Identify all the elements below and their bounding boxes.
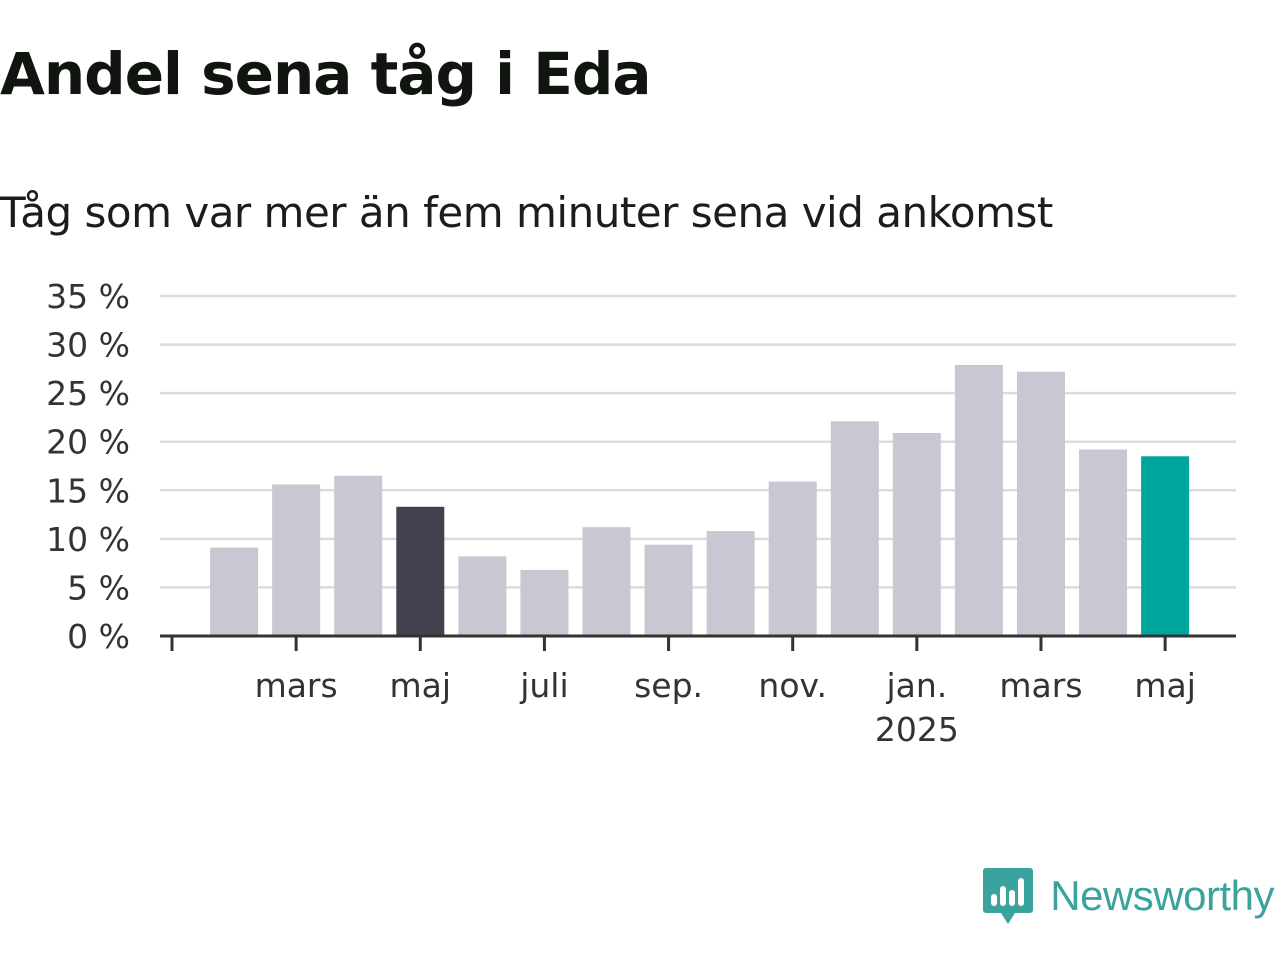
bar-2024-05 [396, 506, 445, 636]
x-tick-label: maj [390, 666, 452, 705]
y-tick-label: 5 % [67, 568, 130, 607]
gridlines [160, 294, 1236, 589]
bar-2024-09 [644, 544, 693, 636]
x-tick-label: jan. [885, 666, 947, 705]
bar-2025-03 [1016, 371, 1065, 636]
x-axis-tick-labels: mars maj juli sep. nov. jan. 2025 mars maj [255, 666, 1196, 749]
x-tick-label: sep. [634, 666, 703, 705]
bar-2025-04 [1079, 449, 1128, 636]
x-tick-label: nov. [758, 666, 827, 705]
bar-2025-02 [954, 364, 1003, 636]
bar-2024-03 [272, 484, 321, 636]
brand-logo[interactable]: Newsworthy [982, 866, 1274, 926]
x-axis [160, 634, 1236, 651]
x-tick-sublabel: 2025 [875, 710, 959, 749]
bar-2024-08 [582, 527, 631, 636]
bar-2025-05 [1141, 456, 1190, 636]
y-tick-label: 0 % [67, 617, 130, 656]
x-tick-label: mars [999, 666, 1082, 705]
x-tick-label: maj [1134, 666, 1196, 705]
y-tick-label: 15 % [46, 471, 130, 510]
x-tick-label: mars [255, 666, 338, 705]
y-tick-label: 10 % [46, 520, 130, 559]
y-axis-tick-labels: 0 % 5 % 10 % 15 % 20 % 25 % 30 % 35 % [46, 277, 130, 656]
bar-2025-01 [892, 432, 941, 636]
newsworthy-logo-icon [983, 868, 1034, 924]
brand-name: Newsworthy [1050, 872, 1274, 919]
y-tick-label: 35 % [46, 277, 130, 316]
y-tick-label: 30 % [46, 326, 130, 365]
bar-2024-11 [768, 481, 817, 636]
bar-2024-10 [706, 531, 755, 636]
bar-chart: 0 % 5 % 10 % 15 % 20 % 25 % 30 % 35 % mars maj ju… [46, 277, 1236, 749]
bars [210, 364, 1190, 636]
chart-subtitle: Tåg som var mer än fem minuter sena vid … [0, 188, 1053, 237]
y-tick-label: 20 % [46, 423, 130, 462]
chart-title: Andel sena tåg i Eda [0, 40, 652, 108]
bar-2024-04 [334, 475, 383, 636]
bar-2024-12 [830, 421, 879, 636]
x-tick-label: juli [519, 666, 568, 705]
bar-2024-07 [520, 569, 569, 636]
y-tick-label: 25 % [46, 374, 130, 413]
bar-2024-02 [210, 547, 259, 636]
bar-2024-06 [458, 556, 507, 636]
